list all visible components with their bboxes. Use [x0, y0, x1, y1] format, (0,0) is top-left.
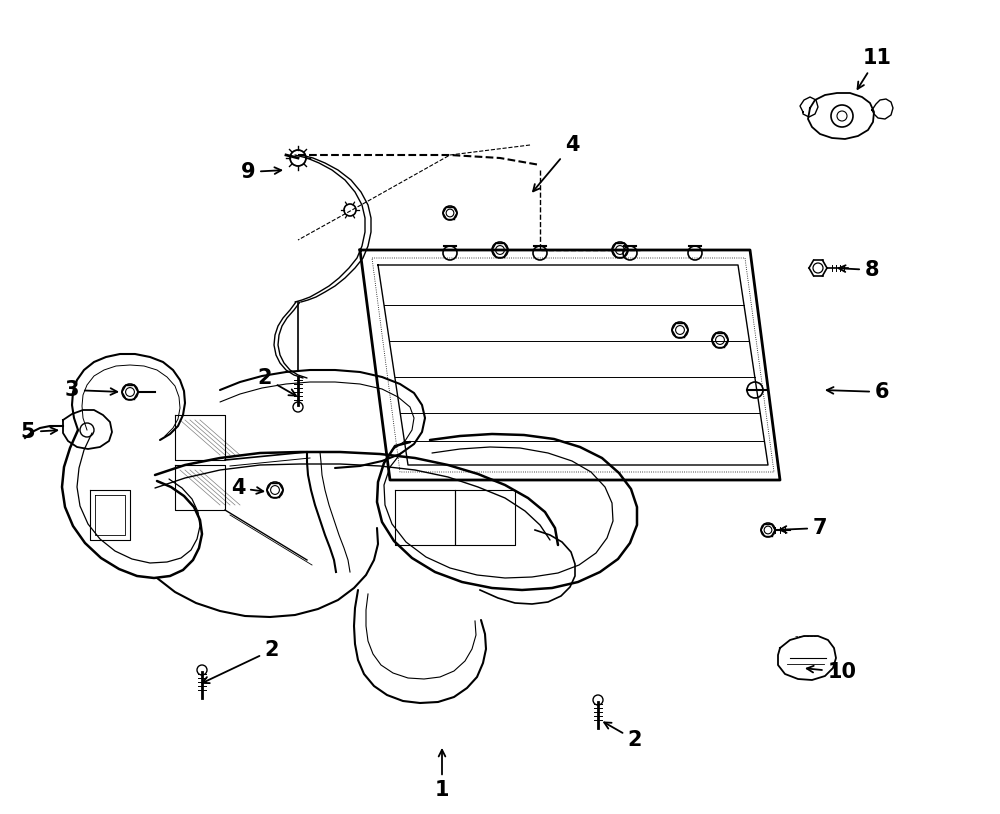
Text: 3: 3 — [65, 380, 117, 400]
Text: 5: 5 — [21, 422, 57, 442]
Text: 7: 7 — [780, 518, 827, 538]
Text: 2: 2 — [202, 640, 279, 683]
Text: 10: 10 — [807, 662, 856, 682]
Text: 8: 8 — [839, 260, 879, 280]
Text: 2: 2 — [258, 368, 296, 396]
Text: 9: 9 — [241, 162, 281, 182]
Text: 2: 2 — [604, 722, 642, 750]
Text: 11: 11 — [858, 48, 892, 89]
Text: 4: 4 — [231, 478, 263, 498]
Text: 1: 1 — [435, 750, 449, 800]
Text: 6: 6 — [827, 382, 889, 402]
Text: 4: 4 — [533, 135, 579, 191]
